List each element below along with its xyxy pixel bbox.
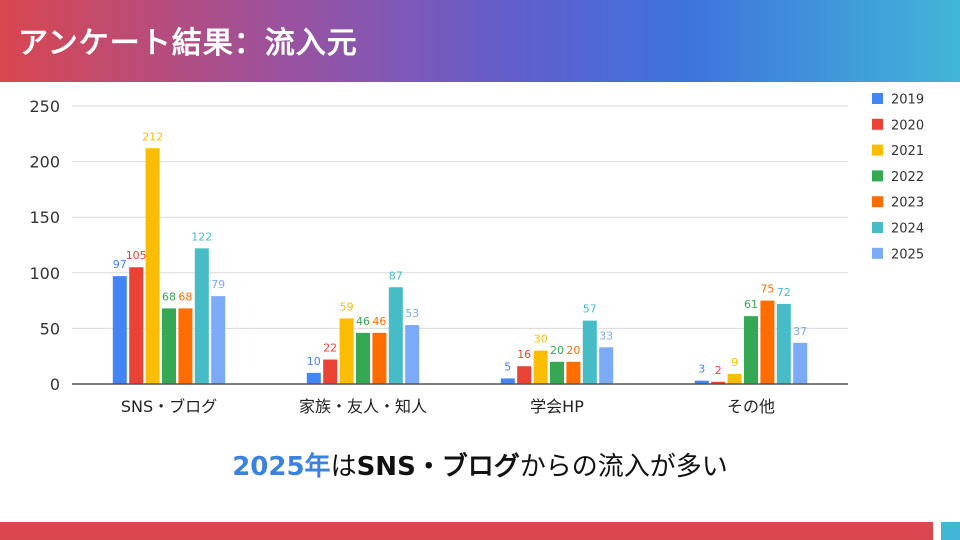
- page-title: アンケート結果：流入元: [18, 26, 358, 61]
- bar-2021: [339, 318, 354, 384]
- x-tick-label: その他: [727, 397, 775, 416]
- data-label: 212: [142, 130, 163, 143]
- bar-2023: [760, 300, 775, 384]
- bar-2020: [711, 381, 726, 384]
- data-label: 87: [389, 269, 403, 282]
- bar-2023: [372, 332, 387, 384]
- bar-2019: [694, 380, 709, 384]
- data-label: 22: [323, 342, 337, 355]
- bar-2020: [517, 366, 532, 384]
- data-label: 3: [698, 363, 705, 376]
- legend-swatch-2022: [872, 170, 883, 182]
- data-label: 46: [356, 315, 370, 328]
- bar-2021: [727, 373, 742, 384]
- data-label: 68: [162, 290, 176, 303]
- x-tick-label: 家族・友人・知人: [299, 397, 427, 416]
- bar-2024: [776, 303, 791, 384]
- y-tick-label: 200: [29, 153, 60, 172]
- data-label: 97: [113, 258, 127, 271]
- x-tick-label: 学会HP: [530, 397, 584, 416]
- data-label: 9: [731, 356, 738, 369]
- data-label: 59: [340, 300, 354, 313]
- bar-2022: [356, 332, 370, 384]
- title-banner: アンケート結果：流入元: [0, 0, 960, 82]
- data-label: 79: [211, 278, 225, 291]
- legend-label: 2025: [891, 247, 924, 262]
- caption-highlight: SNS・ブログ: [356, 452, 520, 482]
- data-label: 57: [583, 303, 597, 316]
- caption-rest: からの流入が多い: [519, 452, 728, 482]
- legend-swatch-2023: [872, 196, 883, 208]
- legend-swatch-2019: [872, 93, 883, 104]
- data-label: 16: [517, 348, 531, 361]
- caption-year: 2025年: [232, 452, 331, 482]
- bar-2024: [194, 248, 209, 384]
- y-tick-label: 250: [29, 97, 60, 116]
- legend-swatch-2021: [872, 144, 883, 156]
- legend-label: 2021: [891, 144, 924, 159]
- bar-2025: [405, 325, 420, 384]
- legend-swatch-2024: [872, 222, 883, 233]
- legend-label: 2019: [891, 93, 924, 108]
- bar-2023: [178, 308, 193, 384]
- footer-bar: [0, 522, 933, 540]
- legend-swatch-2025: [872, 247, 883, 259]
- bar-2022: [550, 361, 564, 384]
- data-label: 46: [372, 315, 386, 328]
- y-tick-label: 100: [29, 264, 60, 283]
- data-label: 68: [178, 290, 192, 303]
- bar-2022: [162, 308, 176, 384]
- data-label: 105: [126, 249, 147, 262]
- data-label: 20: [566, 344, 580, 357]
- data-label: 61: [744, 298, 758, 311]
- bar-2019: [500, 378, 515, 384]
- bar-2023: [566, 361, 581, 384]
- bar-2025: [211, 296, 226, 384]
- data-label: 53: [405, 307, 419, 320]
- bar-2019: [112, 276, 127, 384]
- bar-2025: [599, 347, 614, 384]
- y-tick-label: 150: [29, 208, 60, 227]
- y-tick-label: 50: [40, 319, 60, 338]
- legend-swatch-2020: [872, 118, 883, 130]
- legend-label: 2020: [891, 118, 924, 133]
- bar-2024: [582, 320, 597, 384]
- bar-2024: [388, 287, 403, 384]
- data-label: 5: [504, 360, 511, 373]
- bar-2021: [145, 148, 160, 384]
- data-label: 2: [715, 364, 722, 377]
- bar-2025: [793, 342, 808, 384]
- data-label: 122: [191, 230, 212, 243]
- legend-label: 2022: [891, 170, 924, 185]
- data-label: 10: [307, 355, 321, 368]
- y-tick-label: 0: [50, 375, 60, 394]
- data-label: 30: [534, 333, 548, 346]
- bar-2020: [323, 359, 338, 384]
- x-tick-label: SNS・ブログ: [121, 397, 217, 416]
- conclusion-caption: 2025年はSNS・ブログからの流入が多い: [0, 446, 960, 483]
- bar-2020: [129, 267, 144, 384]
- legend-label: 2024: [891, 222, 924, 237]
- data-label: 20: [550, 344, 564, 357]
- bar-2022: [744, 316, 758, 384]
- caption-particle: は: [330, 452, 357, 482]
- data-label: 72: [777, 286, 791, 299]
- data-label: 33: [599, 329, 613, 342]
- data-label: 75: [760, 283, 774, 296]
- legend-label: 2023: [891, 196, 924, 211]
- footer-square: [941, 522, 960, 540]
- data-label: 37: [793, 325, 807, 338]
- bar-2019: [306, 372, 321, 384]
- bar-2021: [533, 350, 548, 384]
